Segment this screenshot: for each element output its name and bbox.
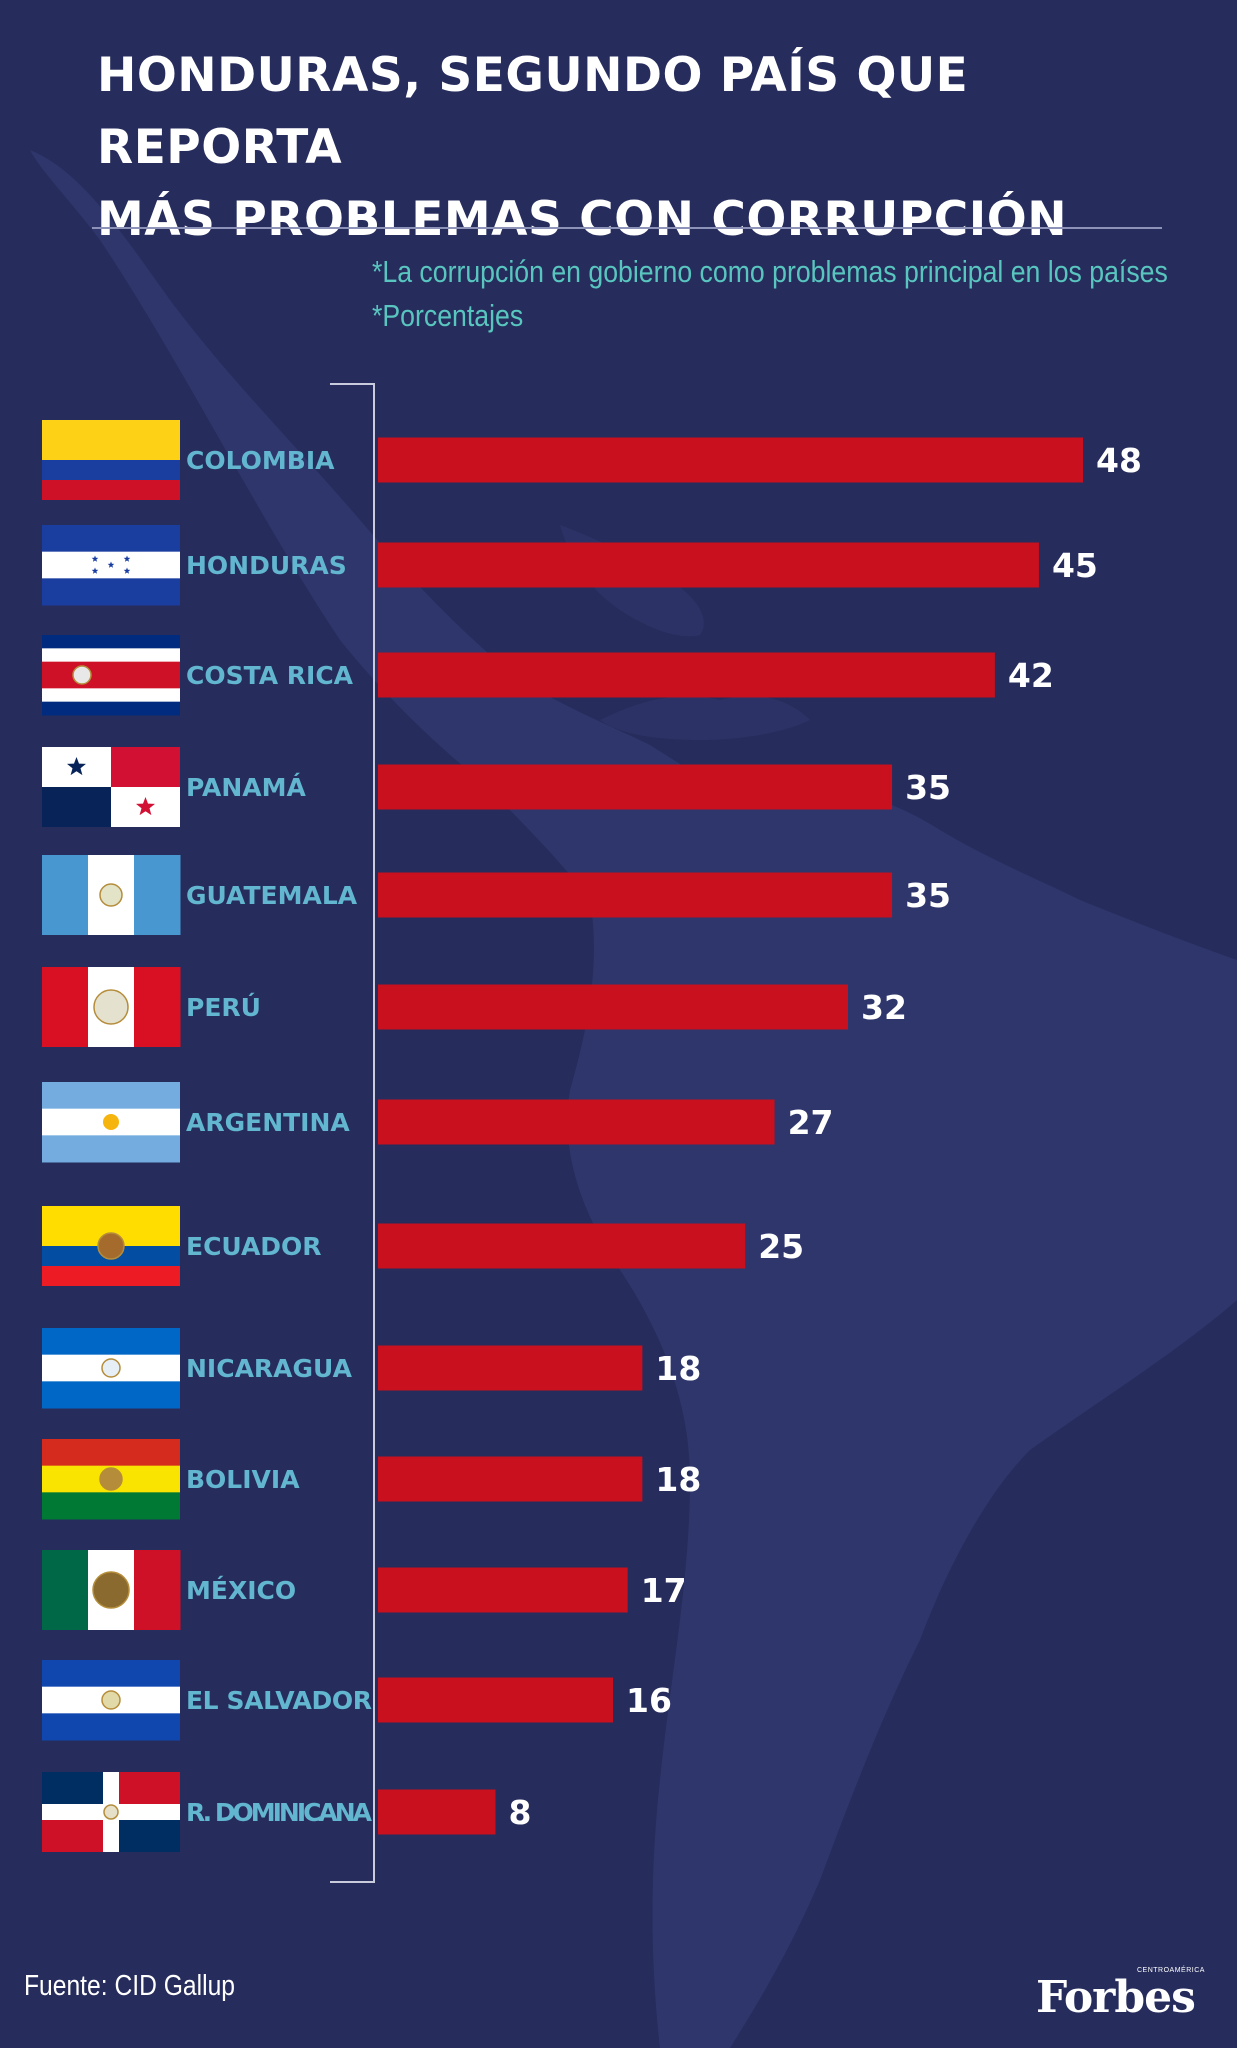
bar <box>378 984 848 1030</box>
data-label: 18 <box>655 1349 701 1388</box>
data-label: 17 <box>641 1571 687 1610</box>
nicaragua-flag <box>42 1328 180 1409</box>
axis-bracket <box>330 383 375 1883</box>
chart-row: GUATEMALA 35 <box>42 855 951 935</box>
bar <box>378 872 893 918</box>
chart-row: COLOMBIA 48 <box>42 420 1142 500</box>
mexico-flag <box>42 1550 181 1630</box>
bar <box>378 1456 643 1502</box>
bar <box>378 1677 613 1723</box>
category-label: COLOMBIA <box>186 446 335 475</box>
chart-row: ARGENTINA 27 <box>42 1082 834 1163</box>
data-label: 16 <box>626 1681 672 1720</box>
guatemala-flag <box>42 855 181 935</box>
data-label: 42 <box>1008 656 1054 695</box>
category-label: COSTA RICA <box>186 661 354 690</box>
chart-notes: *La corrupción en gobierno como problema… <box>372 250 1237 338</box>
bar <box>378 542 1039 588</box>
category-label: PANAMÁ <box>186 773 307 802</box>
bar <box>378 652 995 698</box>
chart-row: HONDURAS 45 <box>42 525 1098 606</box>
honduras-flag <box>42 525 180 606</box>
chart-row: ECUADOR 25 <box>42 1206 804 1286</box>
title-line-1: HONDURAS, SEGUNDO PAÍS QUE REPORTA <box>97 48 969 175</box>
chart-row: COSTA RICA 42 <box>42 635 1054 716</box>
source-text: Fuente: CID Gallup <box>24 1970 235 2002</box>
chart-row: EL SALVADOR 16 <box>42 1660 672 1741</box>
category-label: BOLIVIA <box>186 1465 300 1494</box>
argentina-flag <box>42 1082 180 1163</box>
chart-row: MÉXICO 17 <box>42 1550 687 1630</box>
el-salvador-flag <box>42 1660 180 1741</box>
bar <box>378 437 1083 483</box>
note-units: *Porcentajes <box>372 298 524 333</box>
title-divider <box>92 227 1162 229</box>
category-label: PERÚ <box>186 992 261 1022</box>
title-line-2: MÁS PROBLEMAS CON CORRUPCIÓN <box>97 192 1068 247</box>
note-topic: *La corrupción en gobierno como problema… <box>372 254 1168 289</box>
category-label: GUATEMALA <box>186 881 358 910</box>
data-label: 25 <box>758 1227 804 1266</box>
chart-row: PANAMÁ 35 <box>42 747 951 827</box>
data-label: 27 <box>788 1103 834 1142</box>
bar <box>378 1099 775 1145</box>
colombia-flag <box>42 420 180 500</box>
category-label: HONDURAS <box>186 551 347 580</box>
bar-chart: COLOMBIA 48 HONDURAS 45 COSTA RICA 42 PANAMÁ 35… <box>42 420 1142 1852</box>
bar <box>378 1223 746 1269</box>
dominican-republic-flag <box>42 1772 180 1852</box>
ecuador-flag <box>42 1206 180 1286</box>
costa-rica-flag <box>42 635 180 716</box>
category-label: ARGENTINA <box>186 1108 350 1137</box>
data-label: 32 <box>861 988 907 1027</box>
category-label: ECUADOR <box>186 1232 322 1261</box>
data-label: 35 <box>905 876 951 915</box>
peru-flag <box>42 967 181 1047</box>
chart-row: R. DOMINICANA 8 <box>42 1772 531 1852</box>
bar <box>378 1567 628 1613</box>
chart-title: HONDURAS, SEGUNDO PAÍS QUE REPORTA MÁS P… <box>97 40 1197 256</box>
panama-flag <box>42 747 180 827</box>
source-note: Fuente: CID Gallup <box>24 1970 272 2003</box>
data-label: 35 <box>905 768 951 807</box>
data-label: 48 <box>1096 441 1142 480</box>
forbes-logo: Forbes <box>1036 1972 1196 2023</box>
chart-row: NICARAGUA 18 <box>42 1328 701 1409</box>
category-label: NICARAGUA <box>186 1354 353 1383</box>
bar <box>378 764 893 810</box>
category-label: EL SALVADOR <box>186 1686 372 1715</box>
brand-subtitle: CENTROAMÉRICA <box>1137 1967 1205 1974</box>
data-label: 8 <box>509 1793 532 1832</box>
category-label: MÉXICO <box>186 1576 296 1605</box>
chart-row: BOLIVIA 18 <box>42 1439 701 1520</box>
data-label: 45 <box>1052 546 1098 585</box>
bar <box>378 1345 643 1391</box>
chart-row: PERÚ 32 <box>42 967 907 1047</box>
bar <box>378 1789 496 1835</box>
category-label: R. DOMINICANA <box>186 1798 373 1827</box>
bolivia-flag <box>42 1439 180 1520</box>
data-label: 18 <box>655 1460 701 1499</box>
